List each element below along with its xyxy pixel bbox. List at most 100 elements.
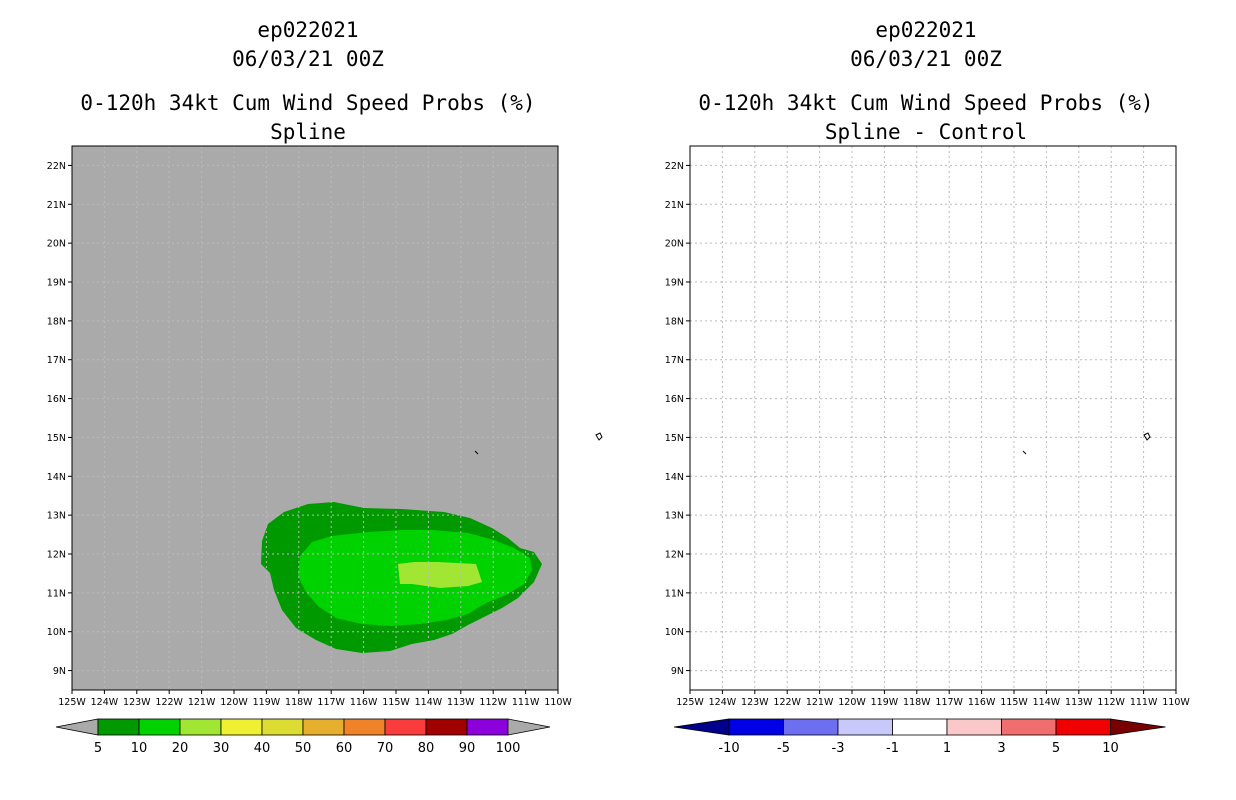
lon-tick-label: 114W [415, 697, 443, 708]
lon-tick-label: 110W [1162, 697, 1190, 708]
left-probability-map [71, 145, 603, 691]
colorbar-segment [946, 718, 1002, 736]
lon-tick-label: 125W [676, 697, 704, 708]
san-benedicto-island-outline [474, 450, 479, 455]
lon-tick-label: 111W [512, 697, 540, 708]
lon-tick-label: 122W [773, 697, 801, 708]
lon-tick-label: 117W [317, 697, 345, 708]
colorbar-label: 1 [943, 741, 951, 756]
right-forecast-time: 06/03/21 00Z [850, 47, 1002, 71]
colorbar-high-end-triangle [507, 718, 551, 736]
lat-tick-label: 20N [665, 239, 684, 250]
lon-tick-label: 119W [253, 697, 281, 708]
lat-tick-label: 17N [47, 355, 66, 366]
lon-tick-label: 120W [838, 697, 866, 708]
colorbar-segment [384, 718, 427, 736]
lat-tick-label: 10N [665, 627, 684, 638]
colorbar-label: 80 [418, 741, 435, 756]
lat-tick-label: 14N [47, 472, 66, 483]
lat-tick-label: 18N [47, 316, 66, 327]
lon-tick-label: 111W [1130, 697, 1158, 708]
socorro-island-outline [1143, 432, 1151, 441]
colorbar-segment [1055, 718, 1111, 736]
colorbar-segment [425, 718, 468, 736]
lon-tick-label: 117W [935, 697, 963, 708]
lon-tick-label: 115W [1000, 697, 1028, 708]
colorbar-label: 10 [131, 741, 148, 756]
right-map-frame [689, 145, 1177, 691]
right-axis-labels: 9N 10N 11N 12N 13N 14N 15N 16N 17N 18N 19N 20N 21N 22… [665, 161, 1191, 708]
lat-tick-label: 16N [665, 394, 684, 405]
lat-tick-label: 19N [665, 278, 684, 289]
colorbar-segment [343, 718, 386, 736]
lat-lon-grid [72, 146, 558, 690]
lon-tick-label: 123W [741, 697, 769, 708]
lon-tick-label: 122W [155, 697, 183, 708]
lon-tick-label: 119W [871, 697, 899, 708]
lon-tick-label: 124W [91, 697, 119, 708]
lon-tick-label: 114W [1033, 697, 1061, 708]
colorbar-low-end-triangle [673, 718, 730, 736]
colorbar-label: 5 [94, 741, 102, 756]
left-map-frame [71, 145, 559, 691]
colorbar-segment [302, 718, 345, 736]
lat-tick-label: 12N [47, 550, 66, 561]
lon-tick-label: 118W [903, 697, 931, 708]
colorbar-label: -1 [886, 741, 899, 756]
socorro-island-outline [595, 432, 603, 441]
lat-tick-label: 18N [665, 316, 684, 327]
lon-tick-label: 124W [709, 697, 737, 708]
lat-tick-label: 22N [665, 161, 684, 172]
left-product-name: 0-120h 34kt Cum Wind Speed Probs (%) [80, 91, 536, 115]
colorbar-label: 20 [172, 741, 189, 756]
colorbar-segment [261, 718, 304, 736]
lat-tick-label: 15N [665, 433, 684, 444]
right-colorbar: -10 -5 -3 -1 1 3 5 10 [673, 718, 1166, 756]
lat-tick-label: 11N [47, 588, 66, 599]
lon-tick-label: 112W [479, 697, 507, 708]
colorbar-label: -5 [777, 741, 790, 756]
lat-tick-label: 21N [665, 200, 684, 211]
right-product-name: 0-120h 34kt Cum Wind Speed Probs (%) [698, 91, 1154, 115]
right-panel-title: ep022021 06/03/21 00Z 0-120h 34kt Cum Wi… [676, 16, 1176, 147]
lon-tick-label: 118W [285, 697, 313, 708]
coastline [1022, 432, 1151, 455]
colorbar-label: -3 [832, 741, 845, 756]
lat-tick-label: 13N [47, 511, 66, 522]
colorbar-segment [179, 718, 222, 736]
lon-tick-label: 113W [447, 697, 475, 708]
colorbar-segment [783, 718, 839, 736]
left-panel-title: ep022021 06/03/21 00Z 0-120h 34kt Cum Wi… [58, 16, 558, 147]
lat-tick-label: 17N [665, 355, 684, 366]
lon-tick-label: 121W [188, 697, 216, 708]
lat-tick-label: 9N [53, 666, 66, 677]
lon-tick-label: 116W [968, 697, 996, 708]
lon-tick-label: 125W [58, 697, 86, 708]
left-method-name: Spline [270, 120, 346, 144]
colorbar-label: 90 [459, 741, 476, 756]
san-benedicto-island-outline [1022, 450, 1027, 455]
lat-lon-grid [690, 146, 1176, 690]
colorbar-label: 5 [1052, 741, 1060, 756]
right-difference-map [689, 145, 1177, 691]
colorbar-label: 60 [336, 741, 353, 756]
left-forecast-time: 06/03/21 00Z [232, 47, 384, 71]
lon-tick-label: 113W [1065, 697, 1093, 708]
colorbar-label: 30 [213, 741, 230, 756]
lon-tick-label: 110W [544, 697, 572, 708]
colorbar-high-end-triangle [1110, 718, 1166, 736]
lat-tick-label: 22N [47, 161, 66, 172]
lat-tick-label: 10N [47, 627, 66, 638]
colorbar-label: 70 [377, 741, 394, 756]
colorbar-label: -10 [718, 741, 739, 756]
left-axis-labels: 9N 10N 11N 12N 13N 14N 15N 16N 17N 18N 19N 20N 21N 22… [47, 161, 573, 708]
lon-tick-label: 116W [350, 697, 378, 708]
lat-tick-label: 16N [47, 394, 66, 405]
lat-tick-label: 14N [665, 472, 684, 483]
lon-tick-label: 123W [123, 697, 151, 708]
lon-tick-label: 112W [1097, 697, 1125, 708]
right-map-background [690, 146, 1176, 690]
lon-tick-label: 120W [220, 697, 248, 708]
colorbar-label: 10 [1102, 741, 1119, 756]
colorbar-segment [97, 718, 140, 736]
